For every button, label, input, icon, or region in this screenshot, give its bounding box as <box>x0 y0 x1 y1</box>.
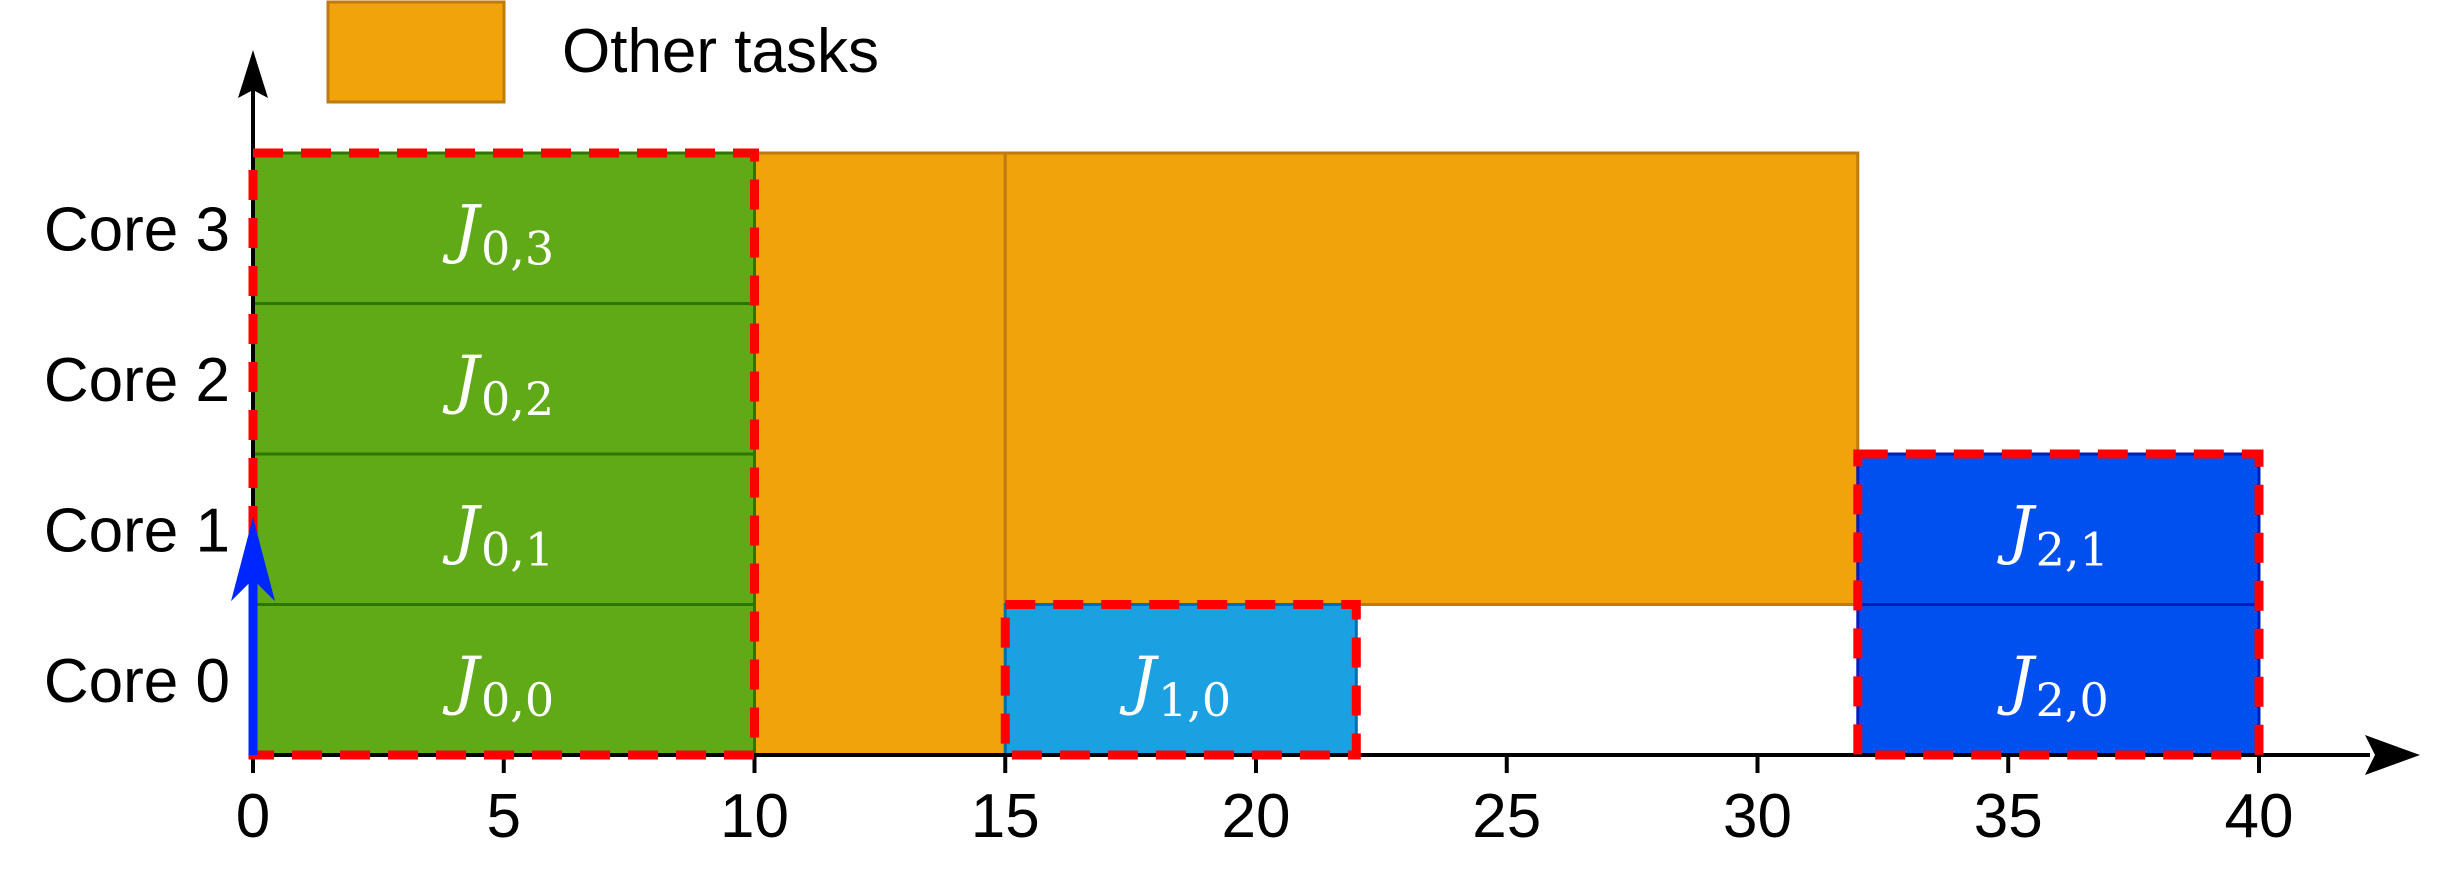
legend-swatch <box>326 0 506 104</box>
x-tick-label-30: 30 <box>1723 782 1792 851</box>
x-tick-label-15: 15 <box>971 782 1040 851</box>
other-task-bar-0 <box>753 151 1007 757</box>
legend-label: Other tasks <box>562 17 879 86</box>
core-label-2: Core 2 <box>44 346 230 415</box>
x-tick-label-10: 10 <box>720 782 789 851</box>
core-label-0: Core 0 <box>44 647 230 716</box>
job-bar-0-1 <box>251 452 756 606</box>
job-bar-0-2 <box>251 302 756 456</box>
core-labels: Core 0 Core 1 Core 2 Core 3 <box>44 195 230 716</box>
other-task-bar-1 <box>1003 151 1860 606</box>
legend: Other tasks <box>326 0 879 104</box>
x-ticks: 0 5 10 15 20 25 30 35 40 <box>236 755 2294 851</box>
core-label-1: Core 1 <box>44 496 230 565</box>
job-bars <box>251 151 2261 757</box>
x-tick-label-40: 40 <box>2225 782 2294 851</box>
release-arrow-head <box>231 517 275 602</box>
release-arrow <box>231 517 275 755</box>
other-task-bars <box>753 151 1860 757</box>
job-group-outline-1 <box>1000 600 1361 760</box>
x-tick-label-35: 35 <box>1974 782 2043 851</box>
y-axis-arrowhead <box>238 50 268 98</box>
x-tick-label-0: 0 <box>236 782 270 851</box>
x-tick-label-20: 20 <box>1222 782 1291 851</box>
x-tick-label-5: 5 <box>487 782 521 851</box>
core-label-3: Core 3 <box>44 195 230 264</box>
x-axis-arrowhead <box>2365 735 2420 775</box>
job-bar-0-3 <box>251 151 756 305</box>
job-group-outline-2 <box>1853 449 2264 760</box>
job-bar-2-1 <box>1856 452 2261 606</box>
job-group-outlines <box>248 148 2264 760</box>
job-group-outline-0 <box>248 148 759 760</box>
x-tick-label-25: 25 <box>1472 782 1541 851</box>
